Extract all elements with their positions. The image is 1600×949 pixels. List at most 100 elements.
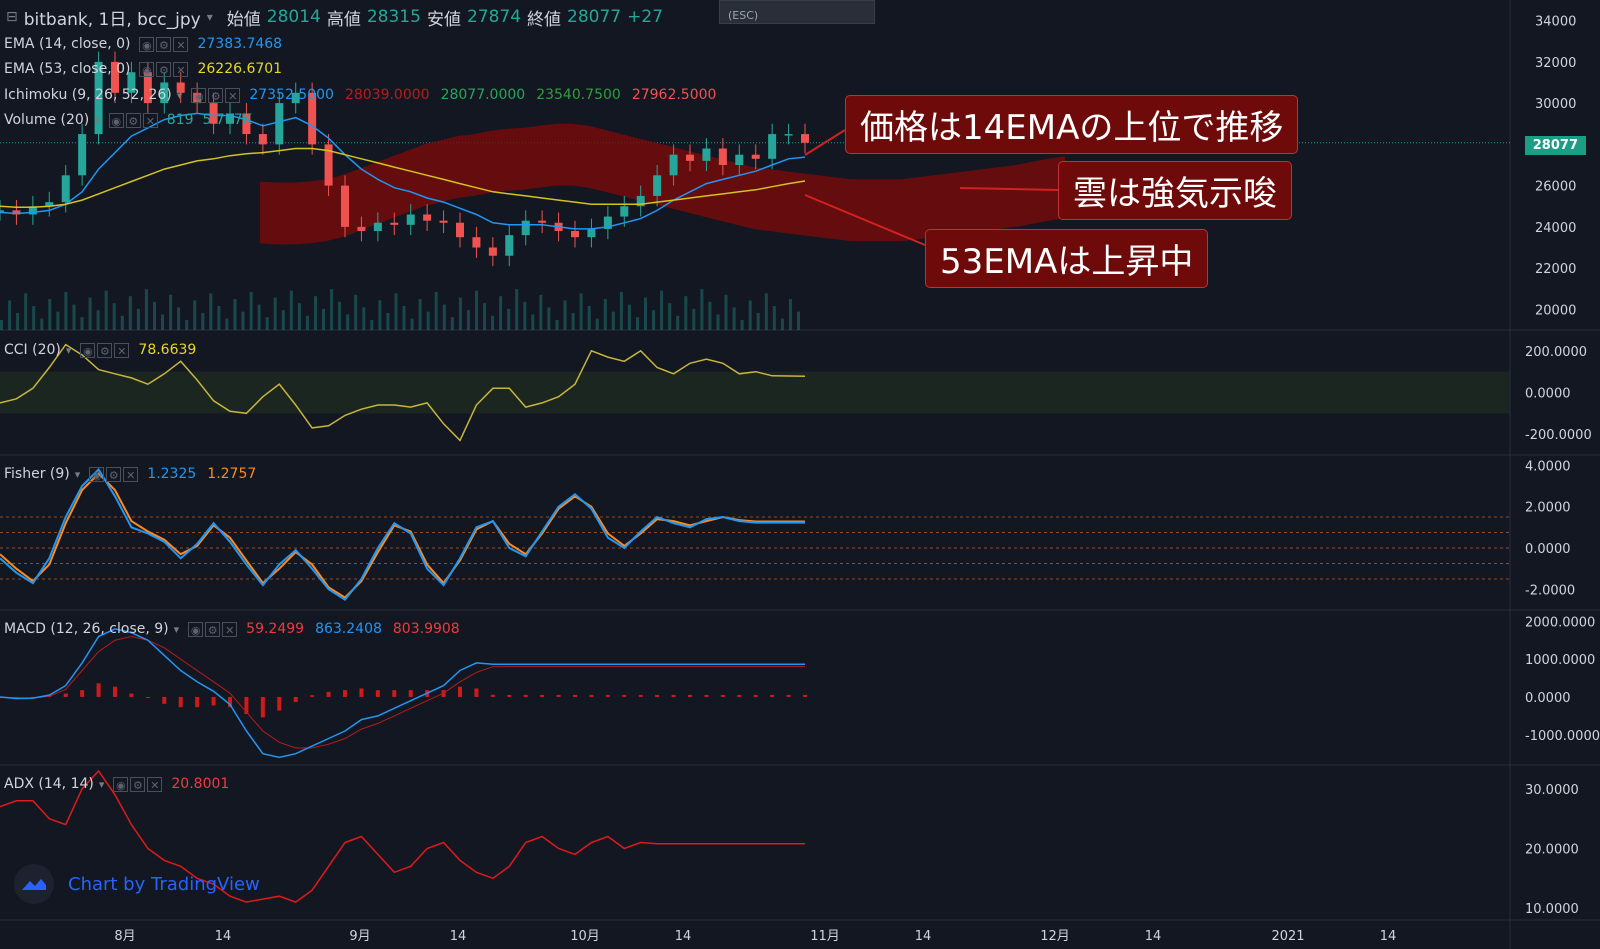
chevron-down-icon[interactable]: ▾	[176, 88, 183, 102]
close-icon[interactable]: ✕	[142, 112, 158, 128]
macd-v2: 863.2408	[315, 621, 382, 637]
volume-bar	[40, 318, 44, 330]
gear-icon[interactable]: ⚙	[205, 621, 221, 637]
volume-bar	[772, 306, 776, 330]
chevron-down-icon[interactable]: ▾	[74, 467, 81, 481]
volume-bar	[797, 311, 800, 330]
volume-bar	[587, 306, 591, 330]
chevron-down-icon[interactable]: ▾	[98, 777, 105, 791]
eye-icon[interactable]: ◉	[89, 466, 105, 482]
volume-bar	[756, 313, 760, 330]
eye-icon[interactable]: ◉	[139, 61, 155, 77]
candle-body	[669, 154, 678, 176]
macd-histogram-bar	[458, 686, 462, 697]
volume-bar	[0, 320, 3, 330]
ema14-line	[0, 112, 806, 230]
macd-histogram-bar	[523, 694, 528, 697]
macd-line	[0, 628, 805, 759]
chevron-down-icon[interactable]: ▾	[94, 113, 100, 127]
macd-histogram-bar	[211, 696, 216, 706]
candle-body	[160, 82, 169, 104]
gear-icon[interactable]: ⚙	[208, 87, 224, 103]
macd-histogram-bar	[113, 686, 117, 697]
macd-histogram-bar	[195, 696, 200, 708]
candle-body	[702, 148, 711, 161]
macd-histogram-bar	[638, 694, 643, 697]
eye-icon[interactable]: ◉	[80, 342, 96, 358]
macd-histogram-bar	[145, 696, 150, 698]
gear-icon[interactable]: ⚙	[106, 466, 122, 482]
close-icon[interactable]: ✕	[173, 36, 189, 52]
macd-legend[interactable]: MACD (12, 26, close, 9) ▾ ◉ ⚙ ✕ 59.2499 86…	[4, 621, 460, 637]
current-price-tag: 28077	[1524, 136, 1586, 155]
close-icon[interactable]: ✕	[222, 621, 238, 637]
ema14-legend[interactable]: EMA (14, close, 0) ◉ ⚙ ✕ 27383.7468	[4, 36, 282, 52]
gear-icon[interactable]: ⚙	[156, 36, 172, 52]
macd-histogram-bar	[63, 693, 68, 697]
volume-bar	[72, 304, 76, 330]
close-icon[interactable]: ✕	[225, 87, 241, 103]
candle-body	[603, 216, 612, 229]
eye-icon[interactable]: ◉	[188, 621, 204, 637]
close-icon[interactable]: ✕	[173, 61, 189, 77]
volume-bar	[450, 317, 454, 330]
adx-label: ADX (14, 14)	[4, 776, 94, 792]
ichimoku-legend[interactable]: Ichimoku (9, 26, 52, 26) ▾ ◉ ⚙ ✕ 27352.500…	[4, 87, 716, 103]
chevron-down-icon[interactable]: ▾	[173, 622, 180, 636]
chevron-down-icon[interactable]: ▾	[65, 343, 72, 357]
volume-legend[interactable]: Volume (20) ▾ ◉ ⚙ ✕ 819 5.707K	[4, 112, 252, 128]
fisher-v1: 1.2325	[147, 466, 197, 482]
macd-axis-tick: 1000.0000	[1525, 653, 1595, 668]
collapse-icon[interactable]: ⊟	[6, 9, 18, 25]
macd-signal-line	[0, 635, 805, 749]
macd-histogram-bar	[359, 688, 364, 697]
esc-label: (ESC)	[728, 9, 759, 22]
esc-tooltip[interactable]: (ESC)	[719, 0, 875, 24]
macd-histogram-bar	[720, 694, 725, 697]
volume-bar	[402, 306, 406, 330]
eye-icon[interactable]: ◉	[139, 36, 155, 52]
ema53-legend[interactable]: EMA (53, close, 0) ◉ ⚙ ✕ 26226.6701	[4, 61, 282, 77]
eye-icon[interactable]: ◉	[108, 112, 124, 128]
volume-bar	[225, 318, 229, 330]
volume-bar	[201, 313, 205, 330]
adx-legend[interactable]: ADX (14, 14) ▾ ◉ ⚙ ✕ 20.8001	[4, 776, 229, 792]
volume-bar	[652, 310, 656, 330]
volume-bar	[636, 317, 639, 330]
close-icon[interactable]: ✕	[123, 466, 139, 482]
gear-icon[interactable]: ⚙	[130, 776, 146, 792]
close-icon[interactable]: ✕	[147, 776, 163, 792]
macd-histogram-bar	[326, 691, 331, 697]
cci-legend[interactable]: CCI (20) ▾ ◉ ⚙ ✕ 78.6639	[4, 342, 196, 358]
volume-bar	[169, 294, 173, 330]
time-axis-tick: 14	[1145, 929, 1162, 944]
candle-body	[12, 210, 21, 215]
gear-icon[interactable]: ⚙	[125, 112, 141, 128]
fisher-legend[interactable]: Fisher (9) ▾ ◉ ⚙ ✕ 1.2325 1.2757	[4, 466, 256, 482]
time-axis-tick: 9月	[349, 929, 370, 944]
tradingview-logo[interactable]: Chart by TradingView	[14, 864, 260, 904]
tradingview-icon	[14, 864, 54, 904]
candle-body	[28, 206, 37, 215]
volume-bar	[595, 318, 599, 330]
volume-bar	[177, 307, 181, 330]
volume-bar	[700, 289, 704, 330]
symbol-title[interactable]: bitbank, 1日, bcc_jpy	[23, 9, 201, 30]
macd-histogram-bar	[605, 694, 610, 697]
ema14-value: 27383.7468	[197, 36, 283, 52]
gear-icon[interactable]: ⚙	[97, 342, 113, 358]
price-axis-tick: 22000	[1535, 262, 1576, 277]
close-icon[interactable]: ✕	[114, 342, 130, 358]
macd-histogram-bar	[80, 690, 85, 697]
price-axis-tick: 24000	[1535, 221, 1576, 236]
chevron-down-icon[interactable]: ▾	[206, 10, 213, 24]
volume-bar	[475, 290, 478, 330]
chart-header: ⊟ bitbank, 1日, bcc_jpy ▾ 始値 28014 高値 28315…	[0, 0, 669, 34]
macd-histogram-bar	[655, 694, 660, 697]
macd-histogram-bar	[162, 696, 167, 704]
gear-icon[interactable]: ⚙	[156, 61, 172, 77]
macd-histogram-bar	[310, 695, 315, 697]
eye-icon[interactable]: ◉	[191, 87, 207, 103]
eye-icon[interactable]: ◉	[113, 776, 129, 792]
